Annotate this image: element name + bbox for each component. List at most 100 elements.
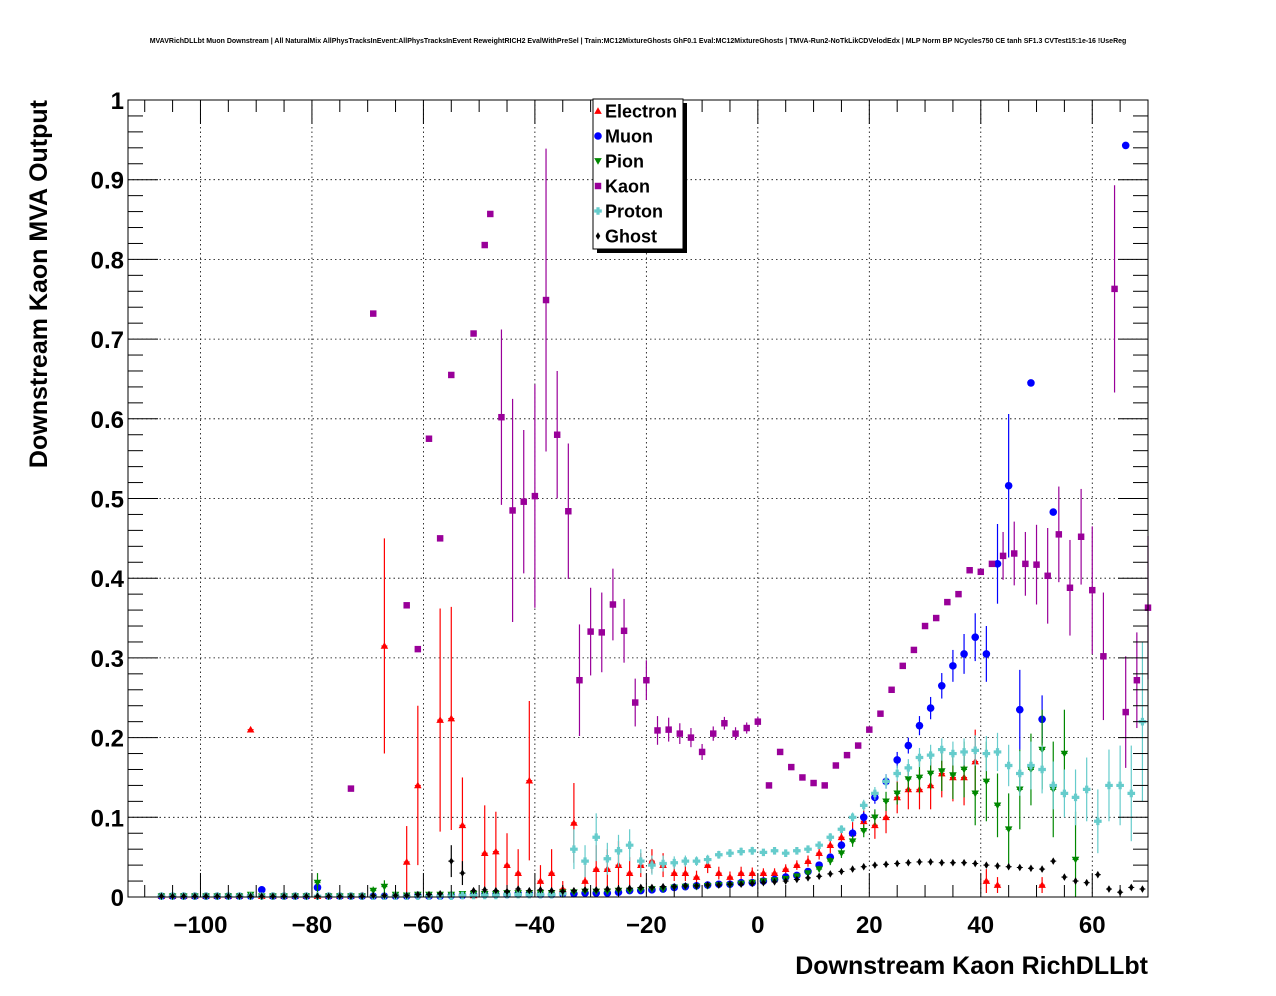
data-point [1062,873,1067,881]
data-point [921,622,929,630]
x-tick-label: −60 [403,912,444,939]
data-point [649,883,655,892]
chart-title: MVAVRichDLLbt Muon Downstream | All Natu… [150,38,1127,45]
data-point [648,861,656,869]
data-point [848,829,857,838]
data-point [955,590,962,598]
data-point [837,825,846,834]
data-point [698,748,706,756]
data-point [837,833,846,841]
data-point [848,813,857,822]
data-point [1127,789,1136,798]
data-point [380,883,389,891]
data-point [781,849,790,857]
x-tick-label: 20 [856,912,883,939]
data-point [514,890,522,899]
data-point [793,846,801,855]
data-point [988,560,996,568]
data-point [1140,885,1145,893]
data-point [681,857,690,865]
x-axis-label: Downstream Kaon RichDLLbt [795,952,1148,980]
data-point [749,879,755,888]
data-point [481,241,488,249]
data-point [593,886,599,894]
data-point [592,865,600,872]
data-point [1033,561,1040,568]
data-point [915,753,924,762]
data-point [888,686,895,694]
data-point [932,614,940,622]
data-point [971,746,980,755]
data-point [1066,584,1074,591]
data-point [993,802,1002,810]
data-point [961,858,967,867]
data-point [960,748,968,756]
data-point [402,858,411,865]
data-point [654,727,661,734]
data-point [525,776,534,784]
data-point [754,718,762,725]
data-point [492,891,500,900]
data-point [214,892,220,901]
data-point [425,435,433,442]
data-point [470,330,477,337]
data-point [816,872,822,881]
data-point [1027,761,1035,770]
data-point [458,891,467,900]
data-point [737,847,745,856]
data-point [770,846,779,855]
data-point [872,861,878,869]
data-point [625,841,634,849]
data-point [993,748,1002,756]
data-point [659,859,667,868]
data-point [977,568,985,576]
data-point [538,886,543,894]
data-point [982,749,991,758]
data-point [776,748,784,756]
legend-item-proton: Proton [594,202,663,222]
data-point [944,598,951,606]
data-point [571,886,577,895]
data-point [570,819,578,826]
legend-marker [594,182,602,190]
data-point [536,890,545,899]
data-point [605,885,610,893]
data-point [993,560,1002,568]
data-point [715,850,723,859]
data-point [1049,781,1058,790]
data-point [982,650,991,658]
data-point [971,633,980,641]
data-point [926,704,935,712]
data-point [304,892,309,901]
data-point [471,886,476,895]
data-point [937,745,946,754]
data-point [804,870,812,877]
data-point [482,886,488,894]
data-point [1095,870,1101,879]
data-point [815,841,823,849]
data-point [937,768,946,775]
legend-label: Muon [605,127,653,147]
data-point [832,762,840,769]
data-point [715,869,723,876]
y-axis-label: Downstream Kaon MVA Output [25,99,53,468]
data-point [549,886,554,895]
data-point [821,782,828,789]
data-point [1004,481,1013,490]
data-markers [157,141,1152,901]
data-point [788,763,795,771]
data-point [765,782,773,789]
data-point [993,881,1002,888]
data-point [315,892,320,901]
data-point [882,798,890,806]
data-point [1116,781,1124,790]
data-point [877,710,884,717]
data-point [487,210,494,218]
data-point [894,859,900,868]
data-point [670,858,679,867]
data-point [899,662,906,670]
data-point [515,885,521,893]
data-point [627,884,632,893]
data-point [587,628,594,635]
